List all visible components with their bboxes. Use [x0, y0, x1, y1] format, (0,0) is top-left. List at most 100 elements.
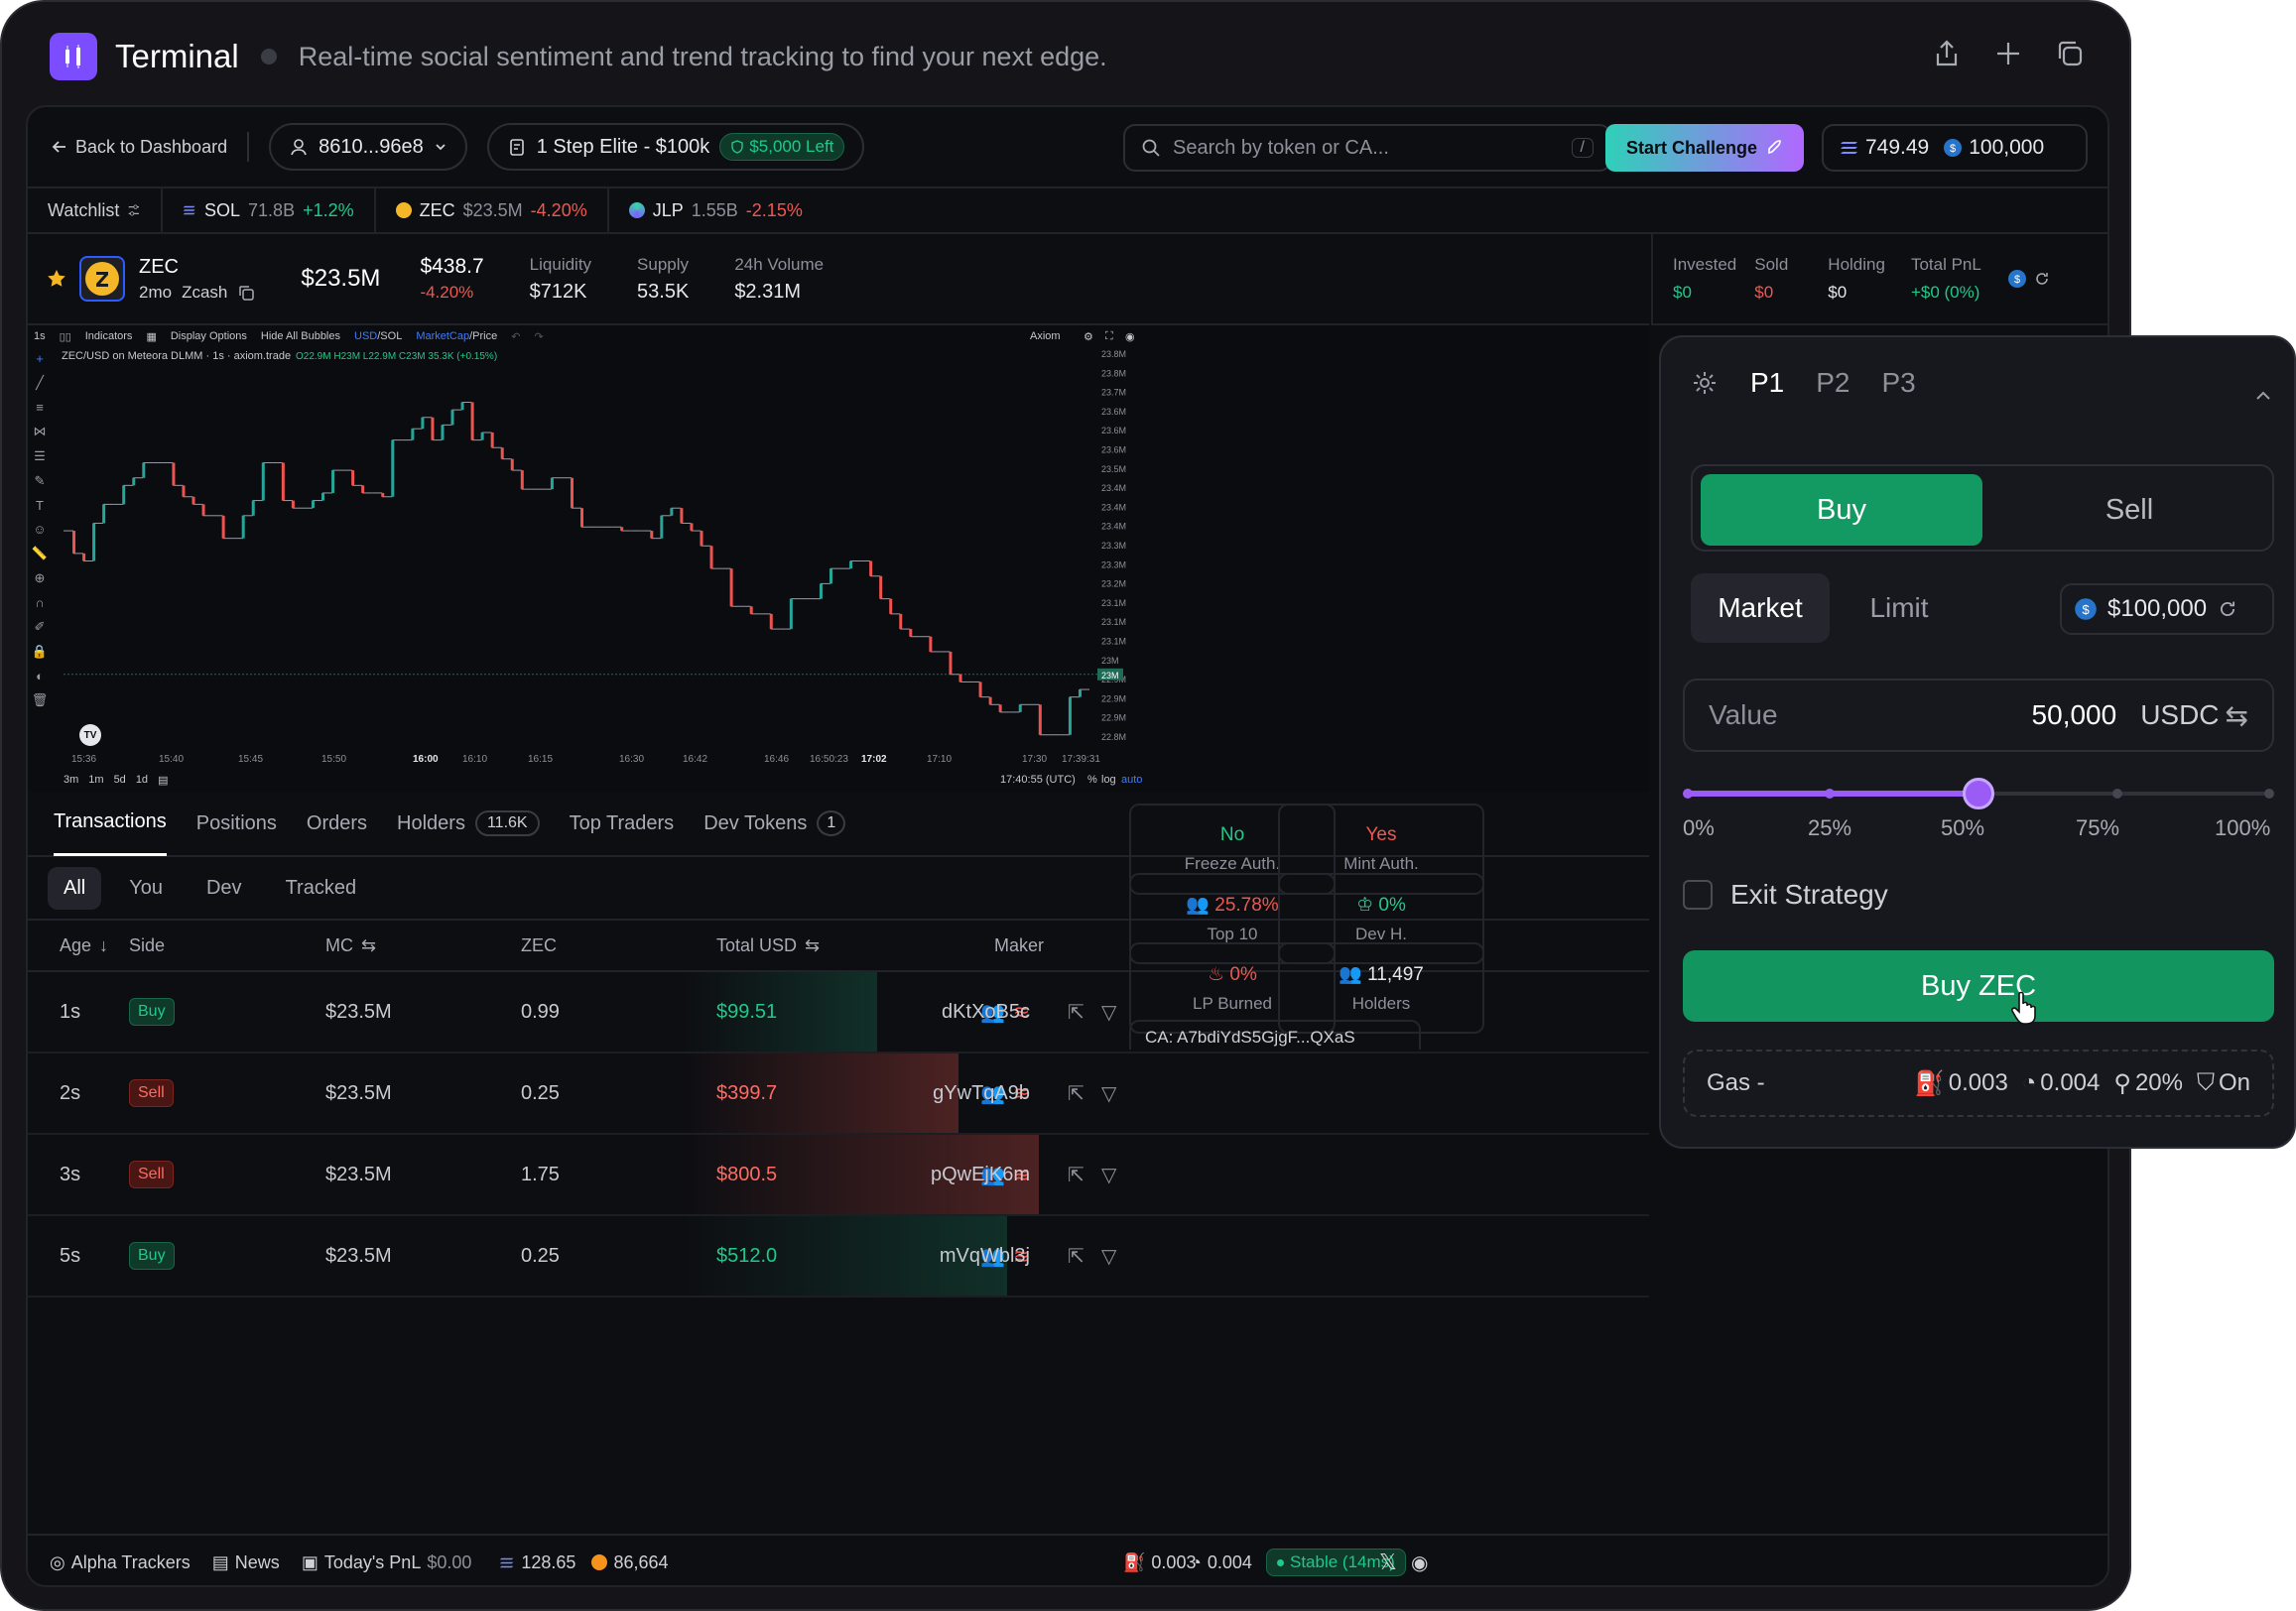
plus-icon[interactable] [1992, 38, 2024, 69]
camera-icon[interactable]: ◉ [1125, 330, 1135, 343]
log-toggle[interactable]: log [1101, 774, 1116, 786]
trash-icon[interactable]: 🗑 [31, 692, 49, 707]
limit-tab[interactable]: Limit [1840, 573, 1959, 643]
calendar-icon[interactable]: ▤ [158, 774, 169, 787]
wallet-selector[interactable]: 8610...96e8 [269, 123, 467, 171]
tab-transactions[interactable]: Transactions [54, 791, 167, 856]
percent-toggle[interactable]: % [1087, 774, 1097, 786]
sell-tab[interactable]: Sell [1990, 474, 2268, 546]
display-options-button[interactable]: Display Options [170, 330, 247, 342]
fullscreen-icon[interactable]: ⛶ [1105, 329, 1113, 342]
watchlist-settings[interactable]: Watchlist [28, 187, 163, 233]
table-row[interactable]: 5s Buy $23.5M 0.25 $512.0 👥 ≋ mVqWbl3j ⇱ ▽ [28, 1216, 1649, 1298]
filter-tracked[interactable]: Tracked [285, 876, 357, 899]
watchlist-item-zec[interactable]: ZEC $23.5M -4.20% [376, 187, 609, 233]
pattern-icon[interactable]: ⋈ [33, 424, 47, 438]
duplicate-icon[interactable] [2054, 38, 2086, 69]
tab-dev-tokens[interactable]: Dev Tokens 1 [703, 791, 846, 856]
settings-icon[interactable]: ⚙ [1084, 330, 1093, 343]
pencil-lock-icon[interactable]: ✐ [34, 619, 46, 634]
interval-button[interactable]: 1s [34, 330, 46, 342]
todays-pnl[interactable]: ▣ Today's PnL $0.00 [302, 1552, 472, 1573]
col-age[interactable]: Age ↓ [60, 921, 108, 970]
redo-icon[interactable]: ↷ [534, 330, 544, 343]
value-input[interactable]: Value 50,000 USDC ⇆ [1683, 679, 2274, 752]
axiom-selector[interactable]: Axiom [1030, 330, 1061, 342]
trend-line-icon[interactable]: ╱ [36, 375, 44, 390]
watchlist-item-jlp[interactable]: JLP 1.55B -2.15% [609, 187, 823, 233]
maker-address[interactable]: gYwTqA9b [933, 1081, 1030, 1104]
tab-positions[interactable]: Positions [196, 791, 277, 856]
zoom-in-icon[interactable]: ⊕ [34, 570, 46, 585]
mc-price-toggle[interactable]: MarketCap / Price [416, 330, 498, 342]
filter-dev[interactable]: Dev [205, 876, 242, 899]
filter-icon[interactable]: ▽ [1101, 1082, 1117, 1105]
emoji-icon[interactable]: ☺ [33, 522, 47, 537]
share-icon[interactable]: ⇱ [1068, 1245, 1084, 1268]
price-chart[interactable]: 1s ▯▯ Indicators ▦ Display Options Hide … [28, 325, 1649, 792]
auto-toggle[interactable]: auto [1121, 774, 1143, 786]
gas-settings[interactable]: Gas - ⛽ 0.003 ◔ 0.004 ⚲ 20% ⛉ On [1683, 1050, 2274, 1117]
range-1d[interactable]: 1d [135, 774, 149, 786]
candle-type-icon[interactable]: ▯▯ [59, 330, 71, 343]
tab-orders[interactable]: Orders [307, 791, 367, 856]
undo-icon[interactable]: ↶ [511, 330, 521, 343]
tab-top-traders[interactable]: Top Traders [570, 791, 675, 856]
maker-address[interactable]: mVqWbl3j [939, 1244, 1030, 1267]
table-row[interactable]: 3s Sell $23.5M 1.75 $800.5 👥 ≋ pQwEjK6m ⇱ ▽ [28, 1135, 1649, 1216]
buy-tab[interactable]: Buy [1701, 474, 1982, 546]
maker-address[interactable]: pQwEjK6m [930, 1163, 1030, 1185]
range-1m[interactable]: 1m [88, 774, 104, 786]
buy-zec-button[interactable]: Buy ZEC [1683, 950, 2274, 1025]
alpha-trackers-link[interactable]: ◎ Alpha Trackers [50, 1552, 191, 1573]
star-icon[interactable] [46, 268, 67, 290]
text-tool-icon[interactable]: T [36, 498, 44, 513]
share-icon[interactable]: ⇱ [1068, 1001, 1084, 1024]
settings-icon[interactable] [1691, 369, 1719, 397]
budget-display[interactable]: $ $100,000 [2060, 583, 2274, 635]
hide-bubbles-button[interactable]: Hide All Bubbles [260, 330, 340, 342]
horizontal-lines-icon[interactable]: ≡ [36, 400, 44, 415]
preset-p2[interactable]: P2 [1816, 367, 1850, 398]
preset-p1[interactable]: P1 [1750, 367, 1785, 398]
plan-selector[interactable]: 1 Step Elite - $100k $5,000 Left [486, 123, 865, 171]
brush-icon[interactable]: ✎ [34, 473, 46, 488]
share-icon[interactable]: ⇱ [1068, 1164, 1084, 1186]
ruler-icon[interactable]: 📏 [31, 546, 49, 560]
preset-p3[interactable]: P3 [1881, 367, 1916, 398]
table-row[interactable]: 1s Buy $23.5M 0.99 $99.51 👥 ≋ dKtXoB5c ⇱ ▽ [28, 972, 1649, 1053]
refresh-icon[interactable] [2033, 270, 2051, 288]
fib-icon[interactable]: ☰ [34, 448, 46, 463]
maker-address[interactable]: dKtXoB5c [942, 1000, 1030, 1023]
col-total[interactable]: Total USD ⇆ [716, 921, 820, 970]
usdc-icon[interactable]: $ [2007, 269, 2027, 289]
search-input[interactable]: Search by token or CA... / [1123, 124, 1611, 172]
indicators-button[interactable]: Indicators [84, 330, 133, 342]
contract-address-row[interactable]: CA: A7bdiYdS5GjgF...QXaS [1129, 1020, 1421, 1050]
back-to-dashboard-link[interactable]: Back to Dashboard [52, 137, 227, 158]
table-row[interactable]: 2s Sell $23.5M 0.25 $399.7 👥 ≋ gYwTqA9b ⇱ ▽ [28, 1053, 1649, 1135]
discord-icon[interactable]: ◉ [1411, 1551, 1429, 1574]
filter-icon[interactable]: ▽ [1101, 1164, 1117, 1186]
watchlist-item-sol[interactable]: SOL 71.8B +1.2% [163, 187, 376, 233]
chevron-up-icon[interactable] [2252, 385, 2274, 407]
amount-slider[interactable]: 0% 25% 50% 75% 100% [1683, 776, 2274, 845]
start-challenge-button[interactable]: Start Challenge [1605, 124, 1804, 172]
news-link[interactable]: ▤ News [212, 1552, 280, 1573]
share-icon[interactable]: ⇱ [1068, 1082, 1084, 1105]
usd-sol-toggle[interactable]: USD / SOL [354, 330, 403, 342]
share-icon[interactable] [1931, 38, 1963, 69]
range-3m[interactable]: 3m [64, 774, 79, 786]
filter-icon[interactable]: ▽ [1101, 1001, 1117, 1024]
filter-icon[interactable]: ▽ [1101, 1245, 1117, 1268]
x-icon[interactable]: 𝕏 [1379, 1549, 1397, 1574]
market-tab[interactable]: Market [1691, 573, 1830, 643]
swap-icon[interactable]: ⇆ [2225, 699, 2248, 731]
tab-holders[interactable]: Holders 11.6K [397, 791, 540, 856]
copy-icon[interactable] [237, 284, 255, 302]
refresh-icon[interactable] [2217, 598, 2238, 620]
lock-icon[interactable]: 🔒 [31, 644, 49, 659]
exit-strategy-checkbox[interactable] [1683, 880, 1713, 910]
crosshair-icon[interactable]: + [36, 351, 44, 366]
eye-icon[interactable]: ◐ [36, 669, 44, 683]
